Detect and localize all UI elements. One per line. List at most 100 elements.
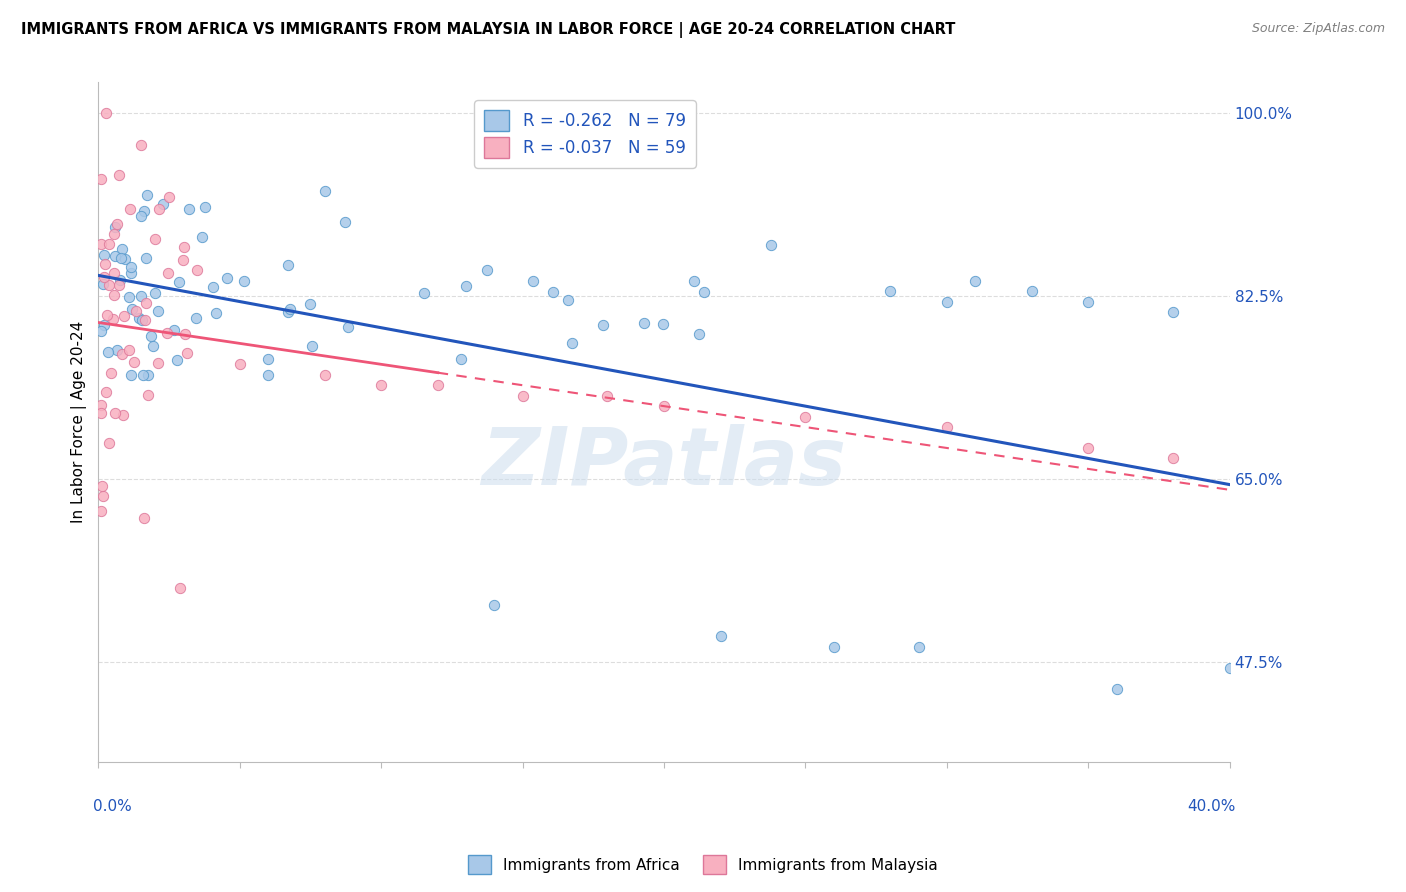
- Point: [169, 582, 191, 596]
- Point: [90, 237, 112, 252]
- Point: [299, 297, 322, 311]
- Point: [907, 640, 929, 654]
- Point: [97, 344, 120, 359]
- Point: [692, 285, 714, 300]
- Point: [118, 290, 141, 304]
- Point: [91, 478, 114, 492]
- Point: [163, 323, 186, 337]
- Point: [935, 420, 957, 434]
- Point: [561, 335, 583, 350]
- Point: [136, 368, 159, 382]
- Point: [652, 317, 675, 331]
- Point: [333, 215, 356, 229]
- Text: 0.0%: 0.0%: [93, 799, 131, 814]
- Point: [277, 305, 299, 319]
- Point: [186, 263, 208, 277]
- Point: [688, 327, 710, 342]
- Point: [135, 252, 157, 266]
- Point: [135, 296, 157, 310]
- Point: [134, 313, 156, 327]
- Text: IMMIGRANTS FROM AFRICA VS IMMIGRANTS FROM MALAYSIA IN LABOR FORCE | AGE 20-24 CO: IMMIGRANTS FROM AFRICA VS IMMIGRANTS FRO…: [21, 22, 956, 38]
- Point: [935, 294, 957, 309]
- Point: [131, 312, 153, 326]
- Point: [522, 274, 544, 288]
- Point: [1077, 441, 1099, 455]
- Point: [512, 389, 534, 403]
- Point: [1105, 681, 1128, 696]
- Point: [173, 239, 195, 253]
- Point: [103, 311, 125, 326]
- Point: [146, 356, 169, 370]
- Point: [132, 510, 155, 524]
- Point: [107, 169, 129, 183]
- Point: [90, 172, 112, 186]
- Point: [157, 190, 180, 204]
- Point: [759, 237, 782, 252]
- Point: [105, 217, 128, 231]
- Point: [91, 490, 114, 504]
- Point: [1161, 305, 1184, 319]
- Point: [112, 310, 135, 324]
- Point: [194, 200, 217, 214]
- Point: [174, 327, 197, 342]
- Point: [98, 278, 121, 293]
- Point: [114, 252, 136, 267]
- Point: [301, 339, 323, 353]
- Point: [110, 251, 132, 265]
- Point: [91, 277, 114, 291]
- Point: [152, 196, 174, 211]
- Point: [121, 302, 143, 317]
- Point: [450, 351, 472, 366]
- Point: [596, 389, 619, 403]
- Point: [683, 274, 706, 288]
- Point: [314, 368, 336, 382]
- Point: [191, 229, 214, 244]
- Point: [111, 242, 134, 256]
- Point: [112, 408, 135, 422]
- Point: [129, 209, 152, 223]
- Point: [156, 326, 179, 340]
- Point: [132, 368, 155, 382]
- Point: [103, 287, 125, 301]
- Point: [592, 318, 614, 333]
- Point: [314, 184, 336, 198]
- Point: [370, 378, 392, 392]
- Point: [96, 308, 118, 322]
- Point: [118, 343, 141, 358]
- Point: [129, 289, 152, 303]
- Point: [125, 303, 148, 318]
- Point: [120, 266, 142, 280]
- Point: [120, 368, 142, 382]
- Point: [475, 263, 498, 277]
- Point: [257, 368, 280, 382]
- Point: [143, 232, 166, 246]
- Point: [1219, 660, 1241, 674]
- Point: [134, 204, 156, 219]
- Point: [965, 274, 987, 288]
- Point: [148, 202, 170, 216]
- Point: [633, 316, 655, 330]
- Point: [794, 409, 817, 424]
- Point: [167, 276, 190, 290]
- Point: [96, 385, 118, 400]
- Point: [652, 399, 675, 413]
- Point: [104, 406, 127, 420]
- Point: [484, 598, 506, 612]
- Point: [257, 351, 280, 366]
- Point: [337, 320, 360, 334]
- Point: [879, 284, 901, 298]
- Point: [105, 343, 128, 358]
- Point: [157, 266, 180, 280]
- Point: [202, 280, 225, 294]
- Text: 40.0%: 40.0%: [1187, 799, 1236, 814]
- Point: [233, 275, 256, 289]
- Point: [204, 305, 226, 319]
- Point: [229, 357, 252, 371]
- Point: [110, 273, 132, 287]
- Point: [166, 353, 188, 368]
- Point: [93, 248, 115, 262]
- Point: [94, 257, 117, 271]
- Point: [94, 106, 117, 120]
- Text: ZIPatlas: ZIPatlas: [481, 424, 846, 501]
- Point: [454, 278, 477, 293]
